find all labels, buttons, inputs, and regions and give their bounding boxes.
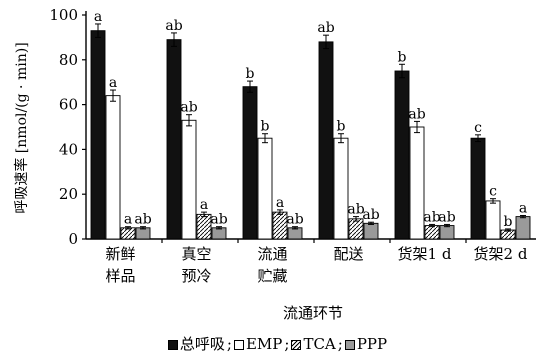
legend-item-ppp: PPP [344, 335, 388, 353]
significance-label-emp: a [109, 75, 117, 91]
legend-swatch-total [167, 340, 178, 350]
legend-item-tca: TCA [291, 335, 336, 353]
bar-ppp [515, 216, 531, 240]
legend-swatch-ppp [344, 340, 355, 350]
significance-label-ppp: ab [438, 209, 455, 225]
x-tick-label: 样品 [105, 267, 135, 285]
legend-separator: ; [337, 335, 343, 353]
significance-label-emp: ab [408, 106, 425, 122]
y-tick-label: 80 [59, 51, 78, 69]
bar-ppp [287, 227, 303, 240]
bar-ppp [439, 225, 455, 240]
significance-label-emp: b [261, 119, 270, 135]
x-tick-label: 货架2 d [474, 245, 528, 263]
x-tick-label: 预冷 [181, 267, 211, 285]
legend-label-tca: TCA [303, 335, 336, 353]
significance-label-ppp: ab [210, 212, 227, 228]
y-tick-label: 60 [59, 96, 78, 114]
x-tick-label: 配送 [333, 245, 363, 263]
significance-label-ppp: a [519, 200, 527, 216]
x-axis-label: 流通环节 [283, 304, 343, 322]
significance-label-tca: ab [347, 202, 364, 218]
significance-label-ppp: ab [134, 212, 151, 228]
bar-emp [409, 126, 425, 240]
legend-swatch-tca [291, 340, 302, 350]
bar-emp [181, 119, 197, 240]
significance-label-emp: b [337, 119, 346, 135]
bar-tca [196, 213, 212, 240]
x-tick-label: 贮藏 [257, 267, 287, 285]
bar-total [90, 30, 106, 240]
bar-total [166, 39, 182, 240]
bar-ppp [363, 222, 379, 240]
bar-ppp [211, 227, 227, 240]
significance-label-total: c [474, 120, 482, 136]
y-tick-label: 40 [59, 140, 78, 158]
significance-label-emp: ab [180, 100, 197, 116]
x-tick-label: 货架1 d [398, 245, 452, 263]
bar-total [318, 41, 334, 240]
y-tick-label: 20 [59, 185, 78, 203]
bar-tca [120, 227, 136, 240]
bar-total [242, 86, 258, 240]
bar-total [470, 137, 486, 240]
legend-separator: ; [226, 335, 232, 353]
y-tick-label: 100 [49, 6, 78, 24]
legend-label-ppp: PPP [356, 335, 388, 353]
significance-label-emp: c [489, 184, 497, 200]
bar-tca [424, 225, 440, 240]
significance-label-ppp: ab [286, 212, 303, 228]
x-tick-label: 流通 [257, 245, 287, 263]
significance-label-tca: a [276, 195, 284, 211]
significance-label-tca: b [504, 214, 513, 230]
y-axis-label: 呼吸速率 [nmol/(g · min)] [13, 42, 30, 213]
significance-label-total: a [94, 9, 102, 25]
significance-label-tca: ab [423, 209, 440, 225]
x-tick-label: 真空 [181, 245, 211, 263]
significance-label-total: ab [165, 18, 182, 34]
significance-label-total: ab [317, 20, 334, 36]
legend-swatch-emp [233, 340, 244, 350]
x-tick-label: 新鲜 [105, 245, 135, 263]
bar-emp [333, 137, 349, 240]
legend-label-total: 总呼吸 [179, 335, 225, 353]
significance-label-total: b [398, 49, 407, 65]
significance-label-total: b [246, 66, 255, 82]
legend-separator: ; [284, 335, 290, 353]
bar-ppp [135, 227, 151, 240]
legend-item-total: 总呼吸 [167, 333, 225, 354]
bar-emp [257, 137, 273, 240]
bar-total [394, 70, 410, 240]
bar-emp [485, 200, 501, 240]
bar-emp [105, 95, 121, 240]
legend-item-emp: EMP [233, 335, 283, 353]
bar-tca [348, 218, 364, 240]
legend-label-emp: EMP [245, 335, 283, 353]
y-tick-label: 0 [68, 230, 78, 248]
bar-tca [272, 211, 288, 240]
chart-legend: 总呼吸; EMP; TCA; PPP [0, 333, 555, 354]
significance-label-ppp: ab [362, 207, 379, 223]
significance-label-tca: a [200, 197, 208, 213]
significance-label-tca: a [124, 212, 132, 228]
